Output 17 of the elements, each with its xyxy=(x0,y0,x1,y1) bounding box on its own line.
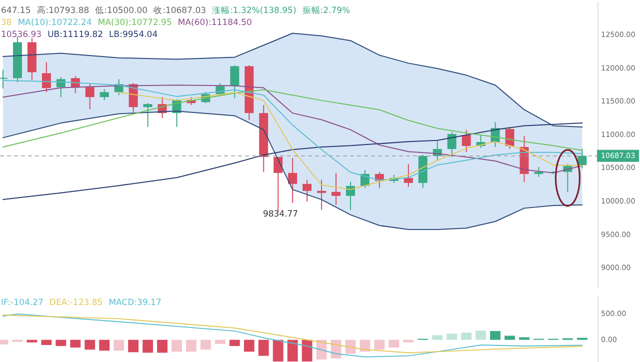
annotation: IF:-104.27 xyxy=(1,298,44,308)
annotation: 低:10500.00 xyxy=(95,5,148,16)
annotation: MACD:39.17 xyxy=(108,298,162,308)
annotation: UB:11119.82 xyxy=(48,30,104,40)
annotation: MA(10):10722.24 xyxy=(18,18,92,28)
annotation: 高:10793.88 xyxy=(36,5,90,16)
annotation: 9834.77 xyxy=(262,210,298,220)
annotation: 647.15 xyxy=(1,6,31,16)
annotation: 涨幅:1.32%(138.95) xyxy=(212,5,296,16)
annotation: 10536.93 xyxy=(1,30,42,40)
annotation: 收:10687.03 xyxy=(154,5,206,16)
annotation: 38 xyxy=(1,18,12,28)
annotation: MA(30):10772.95 xyxy=(98,18,172,28)
annotation: 振幅:2.79% xyxy=(302,5,350,16)
annotation: MA(60):11184.50 xyxy=(178,18,252,28)
annotation: DEA:-123.85 xyxy=(49,298,103,308)
annotation: LB:9954.04 xyxy=(109,30,158,40)
